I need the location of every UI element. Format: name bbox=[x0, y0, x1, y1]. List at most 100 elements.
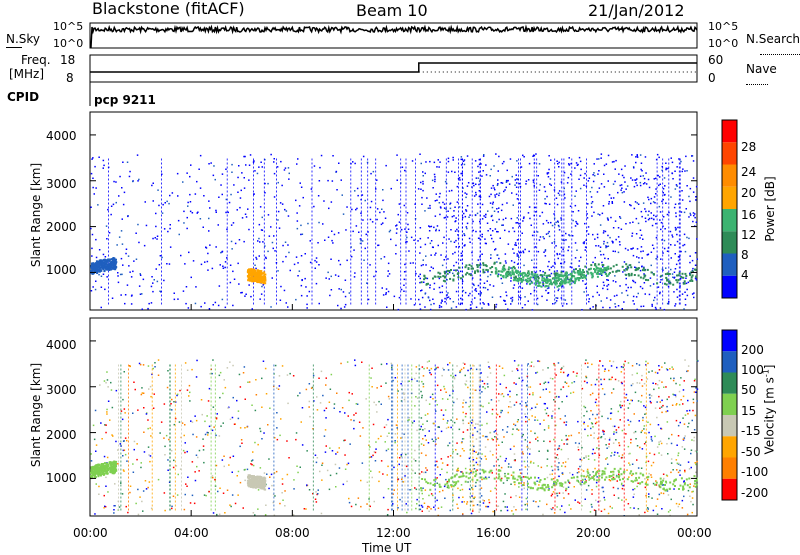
scatter-cell bbox=[607, 218, 609, 220]
scatter-cell bbox=[462, 489, 464, 491]
scatter-cell bbox=[604, 431, 606, 433]
scatter-cell bbox=[689, 201, 691, 203]
scatter-cell bbox=[276, 412, 278, 414]
scatter-cell bbox=[629, 403, 631, 405]
scatter-cell bbox=[303, 197, 305, 199]
scatter-cell bbox=[663, 216, 665, 218]
scatter-cell bbox=[189, 176, 191, 178]
scatter-cell bbox=[496, 304, 498, 306]
scatter-cell bbox=[219, 514, 221, 516]
scatter-cell bbox=[591, 504, 593, 506]
scatter-cell bbox=[355, 504, 357, 506]
scatter-cell bbox=[435, 200, 437, 202]
scatter-cell bbox=[276, 427, 278, 429]
scatter-cell bbox=[632, 280, 634, 282]
scatter-cell bbox=[464, 245, 466, 247]
scatter-cell bbox=[462, 402, 464, 404]
scatter-cell bbox=[304, 508, 306, 510]
scatter-cell bbox=[433, 423, 435, 425]
scatter-cell bbox=[537, 304, 539, 306]
nsky-trace bbox=[90, 27, 697, 47]
scatter-cell bbox=[531, 225, 533, 227]
feature-cell bbox=[531, 282, 533, 284]
scatter-cell bbox=[512, 297, 514, 299]
scatter-cell bbox=[660, 428, 662, 430]
scatter-cell bbox=[630, 442, 632, 444]
scatter-cell bbox=[550, 378, 552, 380]
scatter-cell bbox=[420, 278, 422, 280]
scatter-cell bbox=[335, 464, 337, 466]
scatter-cell bbox=[608, 284, 610, 286]
scatter-cell bbox=[318, 489, 320, 491]
scatter-cell bbox=[684, 448, 686, 450]
scatter-cell bbox=[543, 389, 545, 391]
scatter-cell bbox=[164, 228, 166, 230]
scatter-cell bbox=[351, 506, 353, 508]
scatter-cell bbox=[121, 230, 123, 232]
scatter-cell bbox=[242, 217, 244, 219]
scatter-cell bbox=[591, 196, 593, 198]
scatter-cell bbox=[279, 503, 281, 505]
scatter-cell bbox=[665, 203, 667, 205]
scatter-cell bbox=[148, 365, 150, 367]
scatter-cell bbox=[362, 427, 364, 429]
scatter-cell bbox=[338, 276, 340, 278]
scatter-cell bbox=[594, 459, 596, 461]
scatter-cell bbox=[296, 212, 298, 214]
scatter-cell bbox=[523, 482, 525, 484]
scatter-cell bbox=[293, 488, 295, 490]
scatter-cell bbox=[459, 372, 461, 374]
scatter-cell bbox=[655, 480, 657, 482]
scatter-cell bbox=[461, 156, 463, 158]
scatter-cell bbox=[623, 367, 625, 369]
scatter-cell bbox=[495, 196, 497, 198]
scatter-cell bbox=[151, 276, 153, 278]
scatter-cell bbox=[460, 259, 462, 261]
scatter-cell bbox=[661, 201, 663, 203]
scatter-cell bbox=[608, 446, 610, 448]
feature-cell bbox=[114, 467, 116, 469]
scatter-cell bbox=[339, 411, 341, 413]
scatter-cell bbox=[584, 223, 586, 225]
scatter-cell bbox=[237, 263, 239, 265]
scatter-cell bbox=[190, 211, 192, 213]
scatter-cell bbox=[659, 219, 661, 221]
scatter-cell bbox=[329, 278, 331, 280]
scatter-cell bbox=[416, 503, 418, 505]
scatter-cell bbox=[612, 426, 614, 428]
scatter-cell bbox=[672, 469, 674, 471]
scatter-cell bbox=[441, 299, 443, 301]
scatter-cell bbox=[553, 213, 555, 215]
scatter-cell bbox=[557, 454, 559, 456]
scatter-cell bbox=[663, 478, 665, 480]
scatter-cell bbox=[566, 443, 568, 445]
scatter-cell bbox=[260, 467, 262, 469]
feature-cell bbox=[519, 279, 521, 281]
scatter-cell bbox=[363, 260, 365, 262]
scatter-cell bbox=[425, 173, 427, 175]
scatter-cell bbox=[353, 420, 355, 422]
scatter-cell bbox=[473, 183, 475, 185]
scatter-cell bbox=[485, 506, 487, 508]
scatter-cell bbox=[232, 365, 234, 367]
feature-cell bbox=[548, 285, 550, 287]
scatter-cell bbox=[697, 258, 699, 260]
scatter-cell bbox=[224, 379, 226, 381]
scatter-cell bbox=[628, 407, 630, 409]
scatter-cell bbox=[322, 223, 324, 225]
scatter-cell bbox=[551, 495, 553, 497]
feature-cell bbox=[110, 265, 112, 267]
scatter-cell bbox=[673, 380, 675, 382]
scatter-cell bbox=[546, 413, 548, 415]
scatter-cell bbox=[502, 283, 504, 285]
feature-cell bbox=[100, 270, 102, 272]
feature-cell bbox=[625, 263, 627, 265]
scatter-cell bbox=[213, 165, 215, 167]
scatter-cell bbox=[289, 373, 291, 375]
scatter-cell bbox=[245, 214, 247, 216]
scatter-cell bbox=[615, 306, 617, 308]
scatter-cell bbox=[95, 281, 97, 283]
scatter-cell bbox=[506, 182, 508, 184]
scatter-cell bbox=[196, 420, 198, 422]
feature-cell bbox=[425, 277, 427, 279]
